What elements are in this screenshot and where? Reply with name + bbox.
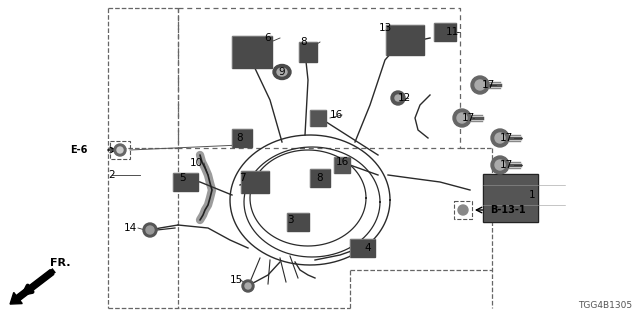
Bar — [434, 23, 456, 41]
Bar — [299, 42, 317, 62]
Circle shape — [458, 205, 468, 215]
Text: 8: 8 — [301, 37, 307, 47]
Bar — [287, 213, 309, 231]
Circle shape — [457, 113, 467, 123]
Circle shape — [395, 95, 401, 101]
Text: 13: 13 — [378, 23, 392, 33]
Bar — [334, 157, 350, 173]
Bar — [232, 36, 272, 68]
Text: 8: 8 — [317, 173, 323, 183]
Bar — [386, 25, 424, 55]
Bar — [349, 239, 374, 257]
Ellipse shape — [273, 65, 291, 79]
Text: 5: 5 — [179, 173, 186, 183]
Text: 12: 12 — [397, 93, 411, 103]
Bar — [110, 141, 130, 159]
Circle shape — [114, 144, 126, 156]
Text: 2: 2 — [109, 170, 115, 180]
Text: TGG4B1305: TGG4B1305 — [578, 301, 632, 310]
Bar — [173, 173, 198, 191]
Text: 17: 17 — [499, 133, 513, 143]
Circle shape — [242, 280, 254, 292]
Text: 8: 8 — [237, 133, 243, 143]
Circle shape — [245, 283, 251, 289]
Bar — [483, 174, 538, 222]
Text: 9: 9 — [278, 67, 285, 77]
Bar — [241, 171, 269, 193]
Bar — [483, 174, 538, 222]
Text: 10: 10 — [189, 158, 203, 168]
Text: 6: 6 — [265, 33, 271, 43]
Text: 4: 4 — [365, 243, 371, 253]
FancyArrow shape — [10, 270, 54, 304]
Text: E-6: E-6 — [70, 145, 88, 155]
Circle shape — [491, 156, 509, 174]
Circle shape — [471, 76, 489, 94]
Bar — [232, 129, 252, 147]
Circle shape — [491, 129, 509, 147]
Bar — [454, 201, 472, 219]
Text: 7: 7 — [239, 173, 245, 183]
Circle shape — [495, 160, 505, 170]
Circle shape — [143, 223, 157, 237]
Text: 15: 15 — [229, 275, 243, 285]
Circle shape — [391, 91, 405, 105]
Ellipse shape — [277, 68, 287, 76]
Text: B-13-1: B-13-1 — [490, 205, 525, 215]
Circle shape — [146, 226, 154, 234]
Circle shape — [117, 147, 123, 153]
Text: 14: 14 — [124, 223, 136, 233]
Text: 11: 11 — [445, 27, 459, 37]
Text: 3: 3 — [287, 215, 293, 225]
Text: 16: 16 — [335, 157, 349, 167]
Bar — [310, 110, 326, 126]
Text: 17: 17 — [461, 113, 475, 123]
Text: 17: 17 — [481, 80, 495, 90]
Circle shape — [475, 80, 485, 90]
Circle shape — [495, 133, 505, 143]
Text: 16: 16 — [330, 110, 342, 120]
Circle shape — [453, 109, 471, 127]
Text: 1: 1 — [529, 190, 535, 200]
Text: FR.: FR. — [50, 258, 70, 268]
Text: 17: 17 — [499, 160, 513, 170]
Bar — [310, 169, 330, 187]
